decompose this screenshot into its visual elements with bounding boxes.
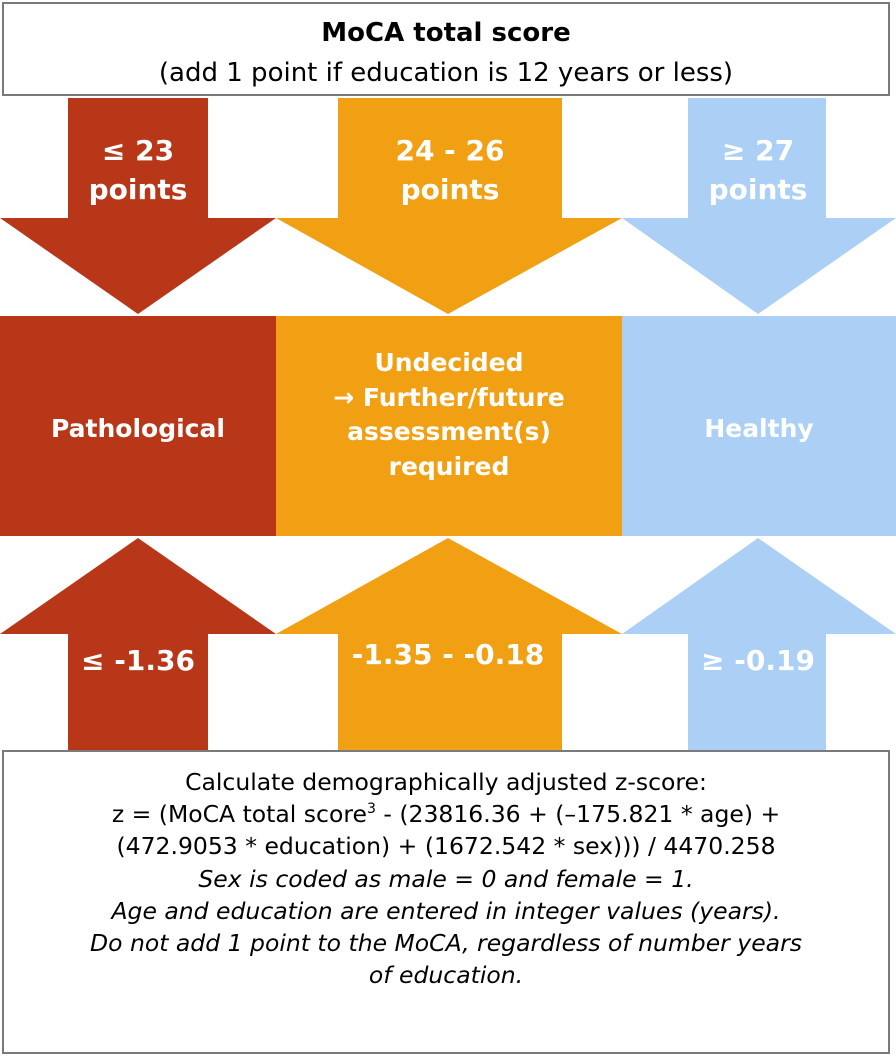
formula-exponent: 3: [366, 801, 376, 818]
formula-heading: Calculate demographically adjusted z-sco…: [185, 768, 707, 796]
arrow-up-pathological: [0, 538, 276, 752]
arrow-up-healthy: [622, 538, 896, 752]
z-range-pathological: ≤ -1.36: [81, 644, 195, 677]
score-range-pathological: ≤ 23: [101, 134, 175, 167]
z-range-undecided: -1.35 - -0.18: [351, 638, 545, 671]
header-title: MoCA total score: [321, 18, 571, 48]
formula-line-1: z = (MoCA total score3 - (23816.36 + (–1…: [4, 798, 888, 830]
block-pathological: [0, 316, 276, 536]
block-healthy: [622, 316, 896, 536]
note-no-extra-point: Do not add 1 point to the MoCA, regardle…: [90, 928, 802, 957]
score-unit-pathological: points: [88, 172, 188, 206]
category-undecided-line1: Undecided: [374, 348, 524, 377]
formula-part-b: - (23816.36 + (–175.821 * age) +: [375, 800, 781, 829]
arrow-up-undecided: [276, 538, 622, 752]
score-label-healthy: ≥ 27 points: [680, 132, 836, 209]
score-range-undecided: 24 - 26: [395, 134, 505, 167]
z-range-healthy: ≥ -0.19: [701, 644, 815, 677]
arrow-down-pathological: [0, 98, 276, 314]
score-unit-healthy: points: [708, 172, 808, 206]
score-range-healthy: ≥ 27: [721, 134, 795, 167]
note-no-extra-point-cont: of education.: [368, 961, 524, 990]
arrow-down-healthy: [622, 98, 896, 314]
header-subtitle: (add 1 point if education is 12 years or…: [158, 58, 734, 88]
category-undecided-line2: → Further/future: [333, 382, 565, 412]
score-unit-undecided: points: [400, 172, 500, 206]
formula-box: Calculate demographically adjusted z-sco…: [2, 750, 890, 1054]
formula-part-a: z = (MoCA total score: [111, 800, 367, 829]
category-pathological: Pathological: [51, 414, 225, 443]
score-label-undecided: 24 - 26 points: [330, 132, 570, 209]
category-undecided-line4: required: [388, 451, 510, 481]
note-sex-coding: Sex is coded as male = 0 and female = 1.: [198, 864, 694, 893]
block-undecided: [276, 316, 622, 536]
score-label-pathological: ≤ 23 points: [60, 132, 216, 209]
category-undecided: Undecided → Further/future assessment(s)…: [276, 346, 622, 484]
category-healthy: Healthy: [704, 414, 814, 443]
note-age-education: Age and education are entered in integer…: [111, 896, 781, 925]
header-box: MoCA total score (add 1 point if educati…: [2, 2, 890, 96]
arrow-down-undecided: [276, 98, 622, 314]
formula-line-2: (472.9053 * education) + (1672.542 * sex…: [116, 832, 776, 861]
category-undecided-line3: assessment(s): [347, 417, 551, 446]
